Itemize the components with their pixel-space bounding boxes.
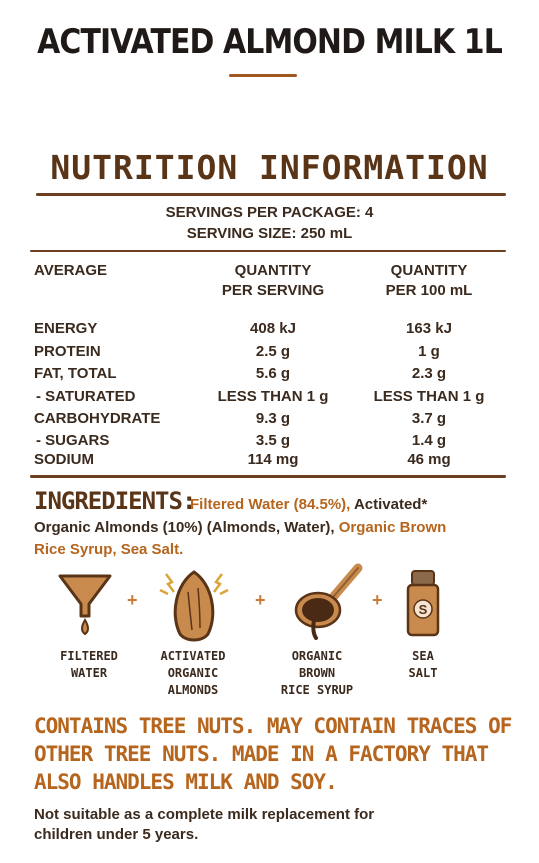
nutrition-bottom-rule [30, 475, 506, 478]
icon-label-line: SALT [408, 666, 438, 680]
icon-label-line: FILTERED [60, 649, 118, 663]
row-protein-per-serving: 2.5 g [255, 343, 291, 360]
title-underline [229, 74, 297, 77]
plus-sign: + [372, 590, 383, 610]
row-label-energy: ENERGY [34, 320, 98, 337]
nutrition-heading: NUTRITION INFORMATION [50, 148, 489, 187]
funnel-icon [58, 574, 112, 636]
icon-label-line: SEA [412, 649, 434, 663]
ingredient-activated: Activated* [350, 496, 428, 513]
icon-label-line: ORGANIC [167, 666, 219, 680]
icon-label-line: ACTIVATED [160, 649, 226, 663]
row-label-sugars: - SUGARS [36, 432, 110, 449]
header-per-serving: QUANTITY PER SERVING [200, 261, 346, 301]
ingredient-organic-brown: Organic Brown [334, 519, 447, 536]
row-label-sodium: SODIUM [34, 451, 94, 468]
row-energy-per-serving: 408 kJ [250, 320, 296, 337]
salt-letter: S [419, 602, 428, 617]
row-saturated-per-serving: LESS THAN 1 g [217, 388, 329, 405]
row-label-fat: FAT, TOTAL [34, 365, 117, 382]
icon-label-rice-syrup: ORGANIC BROWN RICE SYRUP [272, 648, 362, 699]
ingredient-filtered-water: Filtered Water (84.5%), [190, 496, 351, 513]
servings-rule [30, 250, 506, 252]
icon-label-line: ALMONDS [167, 683, 219, 697]
syrup-spoon-icon [294, 563, 363, 640]
row-saturated-per-100: LESS THAN 1 g [373, 388, 485, 405]
header-per-100-line1: QUANTITY [390, 262, 468, 279]
row-sugars-per-100: 1.4 g [411, 432, 447, 449]
row-carbohydrate-per-serving: 9.3 g [255, 410, 291, 427]
row-carbohydrate-per-100: 3.7 g [411, 410, 447, 427]
nutrition-top-rule [36, 193, 506, 196]
header-average: AVERAGE [34, 262, 108, 279]
row-sugars-per-serving: 3.5 g [255, 432, 291, 449]
icon-label-line: WATER [70, 666, 108, 680]
icon-label-line: ORGANIC [291, 649, 343, 663]
row-protein-per-100: 1 g [418, 343, 440, 360]
row-label-protein: PROTEIN [34, 343, 101, 360]
allergen-line3: ALSO HANDLES MILK AND SOY. [34, 770, 338, 794]
plus-sign: + [255, 590, 266, 610]
icon-label-line: RICE SYRUP [280, 683, 354, 697]
icon-label-almonds: ACTIVATED ORGANIC ALMONDS [148, 648, 238, 699]
row-fat-per-100: 2.3 g [411, 365, 447, 382]
icon-label-filtered-water: FILTERED WATER [44, 648, 134, 682]
row-sodium-per-100: 46 mg [407, 451, 451, 468]
row-label-carbohydrate: CARBOHYDRATE [34, 410, 161, 427]
plus-sign: + [127, 590, 138, 610]
servings-per-package: SERVINGS PER PACKAGE: 4 [165, 204, 374, 221]
ingredients-line2: Organic Almonds (10%) (Almonds, Water), … [34, 519, 446, 536]
serving-size: SERVING SIZE: 250 mL [186, 225, 353, 242]
product-title: ACTIVATED ALMOND MILK 1L [37, 22, 503, 62]
note-line1: Not suitable as a complete milk replacem… [34, 806, 375, 823]
row-label-saturated: - SATURATED [36, 388, 136, 405]
ingredient-rice-syrup-salt: Rice Syrup, Sea Salt. [34, 541, 184, 558]
header-per-serving-line1: QUANTITY [234, 262, 312, 279]
header-per-100: QUANTITY PER 100 mL [364, 261, 494, 301]
ingredients-heading: INGREDIENTS: [34, 487, 196, 515]
header-per-serving-line2: PER SERVING [221, 282, 325, 299]
icon-label-line: BROWN [298, 666, 336, 680]
allergen-line2: OTHER TREE NUTS. MADE IN A FACTORY THAT [34, 742, 489, 766]
header-per-100-line2: PER 100 mL [385, 282, 473, 299]
ingredient-organic-almonds: Organic Almonds (10%) (Almonds, Water), [34, 519, 335, 536]
ingredients-line1: Filtered Water (84.5%), Activated* [190, 496, 427, 513]
allergen-line1: CONTAINS TREE NUTS. MAY CONTAIN TRACES O… [34, 714, 512, 738]
row-fat-per-serving: 5.6 g [255, 365, 291, 382]
salt-shaker-icon: S [406, 570, 440, 637]
note-line2: children under 5 years. [34, 826, 199, 843]
row-sodium-per-serving: 114 mg [247, 451, 299, 468]
almond-icon [159, 570, 229, 642]
ingredients-line3: Rice Syrup, Sea Salt. [34, 541, 183, 558]
icon-label-sea-salt: SEA SALT [378, 648, 468, 682]
row-energy-per-100: 163 kJ [406, 320, 452, 337]
